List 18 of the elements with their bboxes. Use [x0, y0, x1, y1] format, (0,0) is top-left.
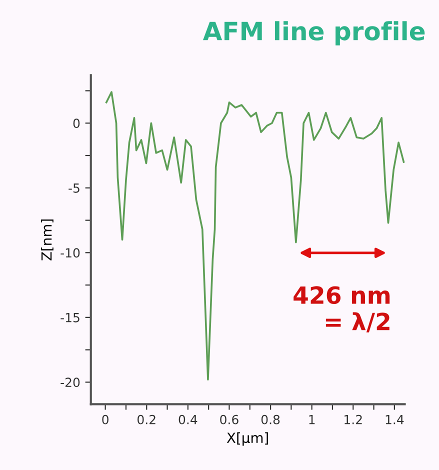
x-tick-label: 0: [102, 414, 108, 424]
x-tick-label: 0.4: [178, 414, 198, 424]
line-series: [105, 91, 405, 380]
annotation: 426 nm = λ/2: [294, 286, 390, 332]
x-tick-label: 0.6: [220, 414, 238, 424]
x-tick-label: 1.2: [344, 414, 362, 424]
y-tick-label: -20: [60, 378, 80, 388]
x-tick-label: 1: [309, 415, 315, 424]
x-tick-label: 0.8: [261, 414, 280, 424]
y-axis-title: Z[nm]: [41, 220, 54, 260]
x-axis-title: X[µm]: [226, 432, 268, 446]
y-tick-label: -15: [60, 313, 80, 322]
x-tick-label: 0.2: [138, 414, 156, 424]
x-tick-label: 1.4: [386, 415, 404, 424]
y-tick-label: -5: [68, 184, 80, 193]
chart-title: AFM line profile: [202, 21, 425, 46]
y-tick-label: 0: [73, 118, 80, 128]
y-tick-label: -10: [60, 248, 80, 258]
